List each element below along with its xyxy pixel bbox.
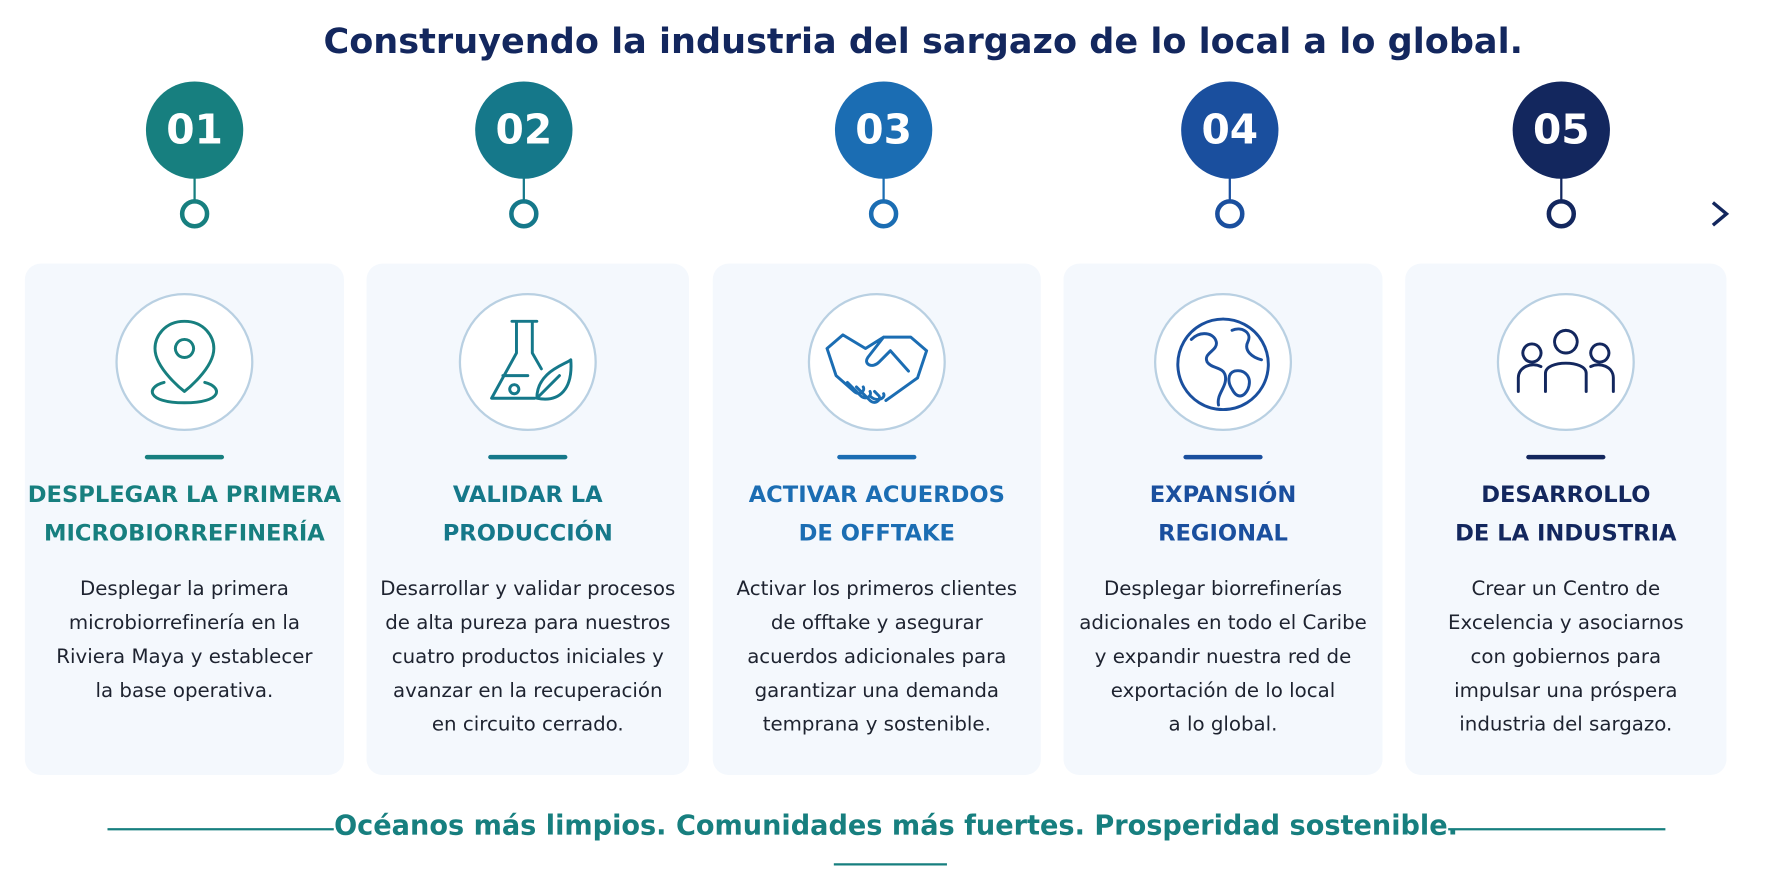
step-description: Activar los primeros clientes <box>737 577 1018 600</box>
step-title: DESARROLLO <box>1481 482 1650 508</box>
title-underline <box>488 454 568 460</box>
step-title: DE LA INDUSTRIA <box>1455 521 1677 547</box>
step-description: Desarrollar y validar procesos <box>380 577 675 600</box>
step-card <box>1063 263 1383 775</box>
icon-ring <box>458 293 597 432</box>
step-title: VALIDAR LA <box>453 482 603 508</box>
step-description: de alta pureza para nuestros <box>385 611 670 634</box>
step-card <box>24 263 344 775</box>
timeline-node <box>179 199 210 229</box>
step-description: y expandir nuestra red de <box>1095 645 1352 668</box>
step-description: acuerdos adicionales para <box>747 645 1006 668</box>
step-description: Desplegar la primera <box>80 577 289 600</box>
step-description: cuatro productos iniciales y <box>392 645 664 668</box>
step-description: garantizar una demanda <box>755 679 999 702</box>
step-title: PRODUCCIÓN <box>443 519 613 547</box>
step-number: 01 <box>166 105 223 153</box>
step-description: de offtake y asegurar <box>771 611 984 634</box>
step-number: 02 <box>495 105 552 153</box>
step-description: Riviera Maya y establecer <box>56 645 313 668</box>
steps: 01 DESPLEGAR LA PRIMERA MICROBIORREFINERÍA… <box>24 81 1727 775</box>
step-description: con gobiernos para <box>1471 645 1662 668</box>
step-description: a lo global. <box>1169 713 1278 736</box>
step-card <box>712 263 1041 775</box>
step-title: ACTIVAR ACUERDOS <box>749 482 1005 508</box>
step-description: exportación de lo local <box>1111 679 1336 702</box>
step-badge <box>1181 81 1279 179</box>
step-icon <box>825 333 929 404</box>
timeline-arrow <box>1711 201 1730 227</box>
step-badge <box>834 81 933 179</box>
step-icon <box>1516 328 1615 393</box>
title-underline <box>144 454 225 460</box>
step-description: la base operativa. <box>96 679 274 702</box>
step-number: 04 <box>1201 105 1258 153</box>
step-description: Crear un Centro de <box>1471 577 1660 600</box>
step-description: industria del sargazo. <box>1459 713 1672 736</box>
step-description: impulsar una próspera <box>1454 679 1677 702</box>
step-card <box>1405 263 1727 775</box>
step-badge <box>1512 81 1610 179</box>
timeline-node <box>1215 199 1245 229</box>
title-underline <box>1526 454 1606 460</box>
title-underline <box>837 454 917 460</box>
step-card <box>366 263 690 775</box>
step-title: MICROBIORREFINERÍA <box>44 519 325 547</box>
step-icon <box>1176 317 1270 411</box>
step-badge <box>475 81 573 179</box>
step-description: temprana y sostenible. <box>763 713 991 736</box>
step-description: microbiorrefinería en la <box>69 611 300 634</box>
step-icon <box>150 319 218 405</box>
step-title: DESPLEGAR LA PRIMERA <box>28 482 342 508</box>
step-title: REGIONAL <box>1158 521 1288 547</box>
timeline-node <box>509 199 539 229</box>
icon-ring <box>807 293 946 432</box>
step-description: en circuito cerrado. <box>432 713 624 736</box>
step-description: adicionales en todo el Caribe <box>1079 611 1367 634</box>
step-title: DE OFFTAKE <box>799 521 955 547</box>
timeline-node <box>868 199 899 229</box>
step-description: Excelencia y asociarnos <box>1448 611 1684 634</box>
title-underline <box>1183 454 1263 460</box>
page-title: Construyendo la industria del sargazo de… <box>323 21 1522 62</box>
step-number: 03 <box>855 105 912 153</box>
step-title: EXPANSIÓN <box>1150 480 1297 508</box>
timeline-node <box>1546 199 1577 229</box>
step-description: Desplegar biorrefinerías <box>1104 577 1342 600</box>
step-badge <box>145 81 244 179</box>
step-number: 05 <box>1533 105 1590 153</box>
step-icon <box>490 319 573 401</box>
step-description: avanzar en la recuperación <box>393 679 663 702</box>
icon-ring <box>115 293 254 432</box>
tagline: Océanos más limpios. Comunidades más fue… <box>334 811 1458 842</box>
